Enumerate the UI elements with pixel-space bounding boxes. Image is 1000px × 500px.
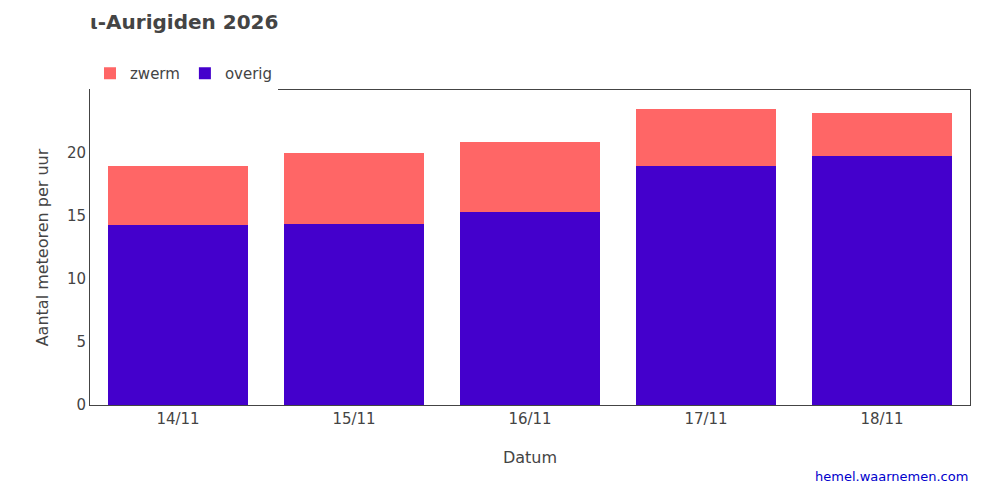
svg-text:Datum: Datum — [503, 448, 557, 467]
svg-text:ι-Aurigiden 2026: ι-Aurigiden 2026 — [90, 10, 278, 34]
svg-text:Aantal meteoren per uur: Aantal meteoren per uur — [33, 148, 52, 346]
svg-text:17/11: 17/11 — [684, 410, 727, 428]
svg-text:overig: overig — [225, 65, 272, 83]
svg-text:10: 10 — [67, 270, 86, 288]
svg-text:15: 15 — [67, 207, 86, 225]
svg-text:18/11: 18/11 — [860, 410, 903, 428]
svg-text:14/11: 14/11 — [156, 410, 199, 428]
svg-text:0: 0 — [76, 396, 86, 414]
svg-text:zwerm: zwerm — [130, 65, 180, 83]
svg-text:hemel.waarnemen.com: hemel.waarnemen.com — [815, 469, 968, 484]
svg-text:20: 20 — [67, 144, 86, 162]
svg-text:16/11: 16/11 — [508, 410, 551, 428]
svg-text:15/11: 15/11 — [332, 410, 375, 428]
svg-text:5: 5 — [76, 333, 86, 351]
